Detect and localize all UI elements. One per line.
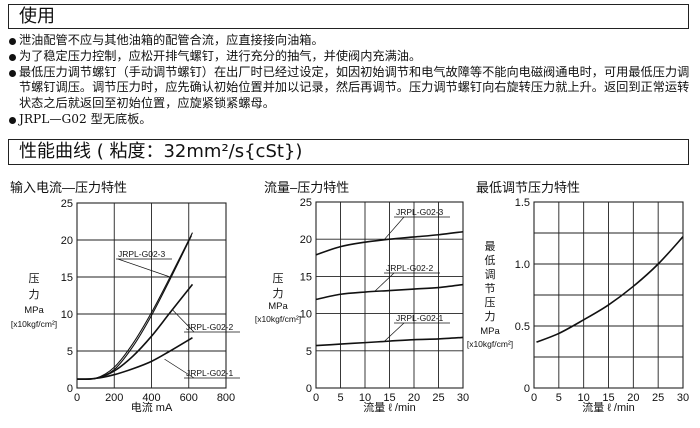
usage-section-header: 使用 — [8, 4, 689, 29]
x-tick-label: 15 — [383, 392, 395, 404]
series-line — [76, 336, 193, 380]
series-label: JRPL-G02-2 — [386, 263, 434, 273]
x-tick-label: 25 — [652, 392, 664, 404]
series-label: JRPL-G02-1 — [396, 313, 444, 323]
bullet-item: JRPL—G02 型无底板。 — [8, 112, 698, 128]
y-axis-label: 低 — [485, 254, 496, 267]
leader-line — [172, 310, 195, 333]
series-label: JRPL-G02-1 — [186, 368, 234, 378]
plot-frame — [533, 201, 684, 389]
y-tick-label: 15 — [300, 271, 312, 283]
series-line — [315, 336, 464, 347]
series-label: JRPL-G02-3 — [118, 249, 166, 259]
y-tick-label: 10 — [61, 309, 73, 321]
usage-bullet-list: 泄油配管不应与其他油箱的配管合流，应直接接向油箱。 为了稳定压力控制，应松开排气… — [8, 33, 698, 128]
y-axis-label: [x10kgf/cm²] — [11, 319, 57, 329]
leader-line — [384, 216, 405, 240]
x-axis-label: 流量 ℓ /min — [582, 400, 634, 414]
plot-frame — [76, 202, 227, 389]
x-tick-label: 25 — [432, 392, 444, 404]
y-tick-label: 15 — [61, 272, 73, 284]
x-tick-label: 400 — [142, 392, 160, 404]
x-tick-label: 0 — [313, 392, 319, 404]
y-tick-label: 1.5 — [515, 197, 530, 209]
x-tick-label: 30 — [677, 392, 689, 404]
y-tick-label: 10 — [300, 309, 312, 321]
y-tick-label: 1.0 — [515, 259, 530, 271]
y-tick-label: 20 — [61, 235, 73, 247]
y-axis-label: 节 — [485, 282, 496, 295]
x-tick-label: 10 — [359, 392, 371, 404]
series-line — [536, 236, 684, 343]
y-axis-label: MPa — [480, 326, 500, 337]
x-tick-label: 200 — [105, 392, 123, 404]
x-tick-label: 0 — [74, 392, 80, 404]
series-line — [315, 283, 464, 301]
x-tick-label: 5 — [337, 392, 343, 404]
y-axis-label: 压 — [273, 272, 284, 285]
series-label: JRPL-G02-2 — [186, 322, 234, 332]
y-tick-label: 25 — [300, 197, 312, 209]
series-label: JRPL-G02-3 — [396, 207, 444, 217]
x-tick-label: 0 — [531, 392, 537, 404]
bullet-item: 泄油配管不应与其他油箱的配管合流，应直接接向油箱。 — [8, 33, 698, 49]
y-axis-label: 调 — [485, 268, 496, 281]
y-axis-label: [x10kgf/cm²] — [467, 339, 513, 349]
y-tick-label: 0 — [67, 383, 73, 395]
y-tick-label: 0 — [524, 383, 530, 395]
x-tick-label: 5 — [556, 392, 562, 404]
y-axis-label: 最 — [485, 240, 496, 253]
bullet-item: 为了稳定压力控制，应松开排气螺钉，进行充分的抽气，并使阀内充满油。 — [8, 49, 698, 65]
curves-title: 性能曲线 ( 粘度：32mm²/s{cSt}) — [19, 141, 303, 162]
y-axis-label: 力 — [273, 287, 284, 300]
y-axis-label: 压 — [29, 272, 40, 285]
leader-line — [117, 258, 171, 278]
x-tick-label: 30 — [457, 392, 469, 404]
y-tick-label: 5 — [67, 346, 73, 358]
chart-title: 输入电流—压力特性 — [10, 180, 127, 195]
x-tick-label: 20 — [408, 392, 420, 404]
plot-frame — [315, 201, 464, 389]
y-axis-label: MPa — [24, 305, 44, 316]
y-tick-label: 25 — [61, 198, 73, 210]
x-tick-label: 10 — [578, 392, 590, 404]
y-tick-label: 0.5 — [515, 321, 530, 333]
leader-line — [384, 322, 405, 342]
y-axis-label: MPa — [268, 301, 288, 312]
y-tick-label: 5 — [306, 346, 312, 358]
x-tick-label: 600 — [180, 392, 198, 404]
y-axis-label: 力 — [29, 288, 40, 301]
series-line — [315, 230, 464, 256]
chart-title: 流量–压力特性 — [264, 180, 349, 195]
y-axis-label: 压 — [485, 296, 496, 309]
x-tick-label: 800 — [217, 392, 235, 404]
bullet-item: 最低压力调节螺钉（手动调节螺钉）在出厂时已经过设定，如因初始调节和电气故障等不能… — [8, 65, 698, 112]
x-axis-label: 流量 ℓ /min — [363, 400, 415, 414]
y-axis-label: 力 — [485, 310, 496, 323]
y-tick-label: 0 — [306, 383, 312, 395]
x-axis-label: 电流 mA — [131, 400, 173, 414]
x-tick-label: 15 — [602, 392, 614, 404]
y-axis-label: [x10kgf/cm²] — [255, 314, 301, 324]
usage-title: 使用 — [19, 6, 55, 27]
y-tick-label: 20 — [300, 234, 312, 246]
chart-title: 最低调节压力特性 — [476, 180, 580, 195]
curves-section-header: 性能曲线 ( 粘度：32mm²/s{cSt}) — [8, 139, 689, 165]
leader-line — [164, 358, 195, 379]
series-line — [76, 283, 194, 381]
leader-line — [374, 272, 395, 292]
x-tick-label: 20 — [627, 392, 639, 404]
